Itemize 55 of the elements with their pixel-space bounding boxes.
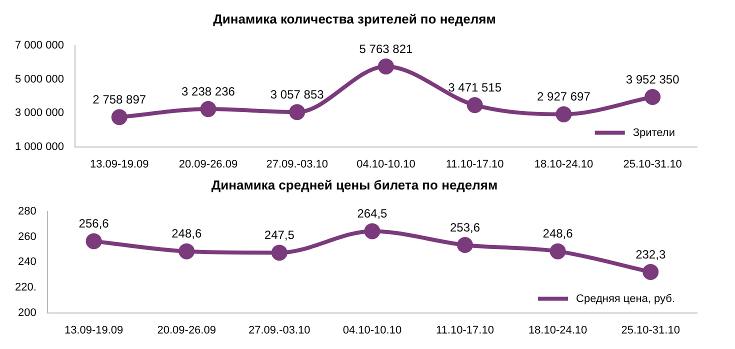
data-label: 2 758 897 bbox=[92, 92, 146, 106]
data-label: 256,6 bbox=[78, 216, 110, 231]
point bbox=[178, 243, 195, 260]
data-label: 232,3 bbox=[636, 247, 666, 262]
x-tick-label: 18.10-24.10 bbox=[534, 158, 594, 170]
point bbox=[111, 109, 128, 126]
data-label: 248,6 bbox=[172, 226, 202, 241]
data-label: 3 471 515 bbox=[448, 80, 502, 94]
data-label: 3 057 853 bbox=[270, 87, 324, 102]
x-tick-label: 11.10-17.10 bbox=[446, 158, 504, 170]
y-tick-label: 7 000 000 bbox=[15, 40, 64, 52]
data-label: 5 763 821 bbox=[359, 42, 413, 56]
x-tick-label: 20.09-26.09 bbox=[178, 158, 238, 170]
legend-label: Средняя цена, руб. bbox=[576, 292, 676, 305]
x-tick-label: 25.10-31.10 bbox=[621, 324, 680, 336]
point bbox=[200, 101, 216, 118]
point bbox=[466, 97, 483, 114]
y-tick-label: 240 bbox=[18, 256, 36, 268]
y-tick-label: 280 bbox=[18, 206, 36, 218]
point bbox=[642, 264, 659, 280]
x-tick-label: 13.09-19.09 bbox=[90, 158, 149, 170]
data-label: 3 952 350 bbox=[626, 72, 680, 86]
point bbox=[644, 89, 661, 106]
y-tick-label: 1 000 000 bbox=[15, 140, 64, 153]
point bbox=[289, 104, 306, 120]
x-tick-label: 13.09-19.09 bbox=[64, 324, 124, 336]
x-tick-label: 27.09.-03.10 bbox=[266, 158, 328, 170]
data-label: 3 238 236 bbox=[182, 84, 236, 98]
y-tick-label: 3 000 000 bbox=[15, 107, 64, 120]
x-tick-label: 20.09-26.09 bbox=[157, 324, 216, 336]
point bbox=[86, 233, 102, 250]
chart-title: Динамика средней цены билета по неделям bbox=[211, 177, 498, 192]
point bbox=[556, 106, 572, 122]
point bbox=[271, 244, 288, 261]
point bbox=[364, 223, 380, 240]
legend-label: Зрители bbox=[632, 126, 676, 139]
chart-title: Динамика количества зрителей по неделям bbox=[213, 11, 496, 26]
y-tick-label: 200 bbox=[18, 306, 36, 319]
y-tick-label: 5 000 000 bbox=[15, 73, 64, 86]
y-tick-label: 260 bbox=[18, 230, 36, 243]
point bbox=[378, 58, 394, 74]
x-tick-label: 25.10-31.10 bbox=[623, 158, 682, 170]
x-tick-label: 18.10-24.10 bbox=[528, 324, 588, 336]
point bbox=[550, 243, 566, 260]
data-label: 2 927 697 bbox=[537, 90, 591, 104]
x-tick-label: 04.10-10.10 bbox=[342, 324, 402, 336]
x-tick-label: 11.10-17.10 bbox=[436, 324, 494, 336]
x-tick-label: 04.10-10.10 bbox=[356, 158, 416, 170]
data-label: 264,5 bbox=[357, 206, 388, 221]
data-label: 248,6 bbox=[542, 226, 574, 241]
data-label: 247,5 bbox=[264, 228, 295, 242]
point bbox=[457, 236, 474, 253]
y-tick-label: 220. bbox=[14, 282, 36, 294]
x-tick-label: 27.09.-03.10 bbox=[248, 324, 310, 336]
data-label: 253,6 bbox=[450, 220, 480, 234]
